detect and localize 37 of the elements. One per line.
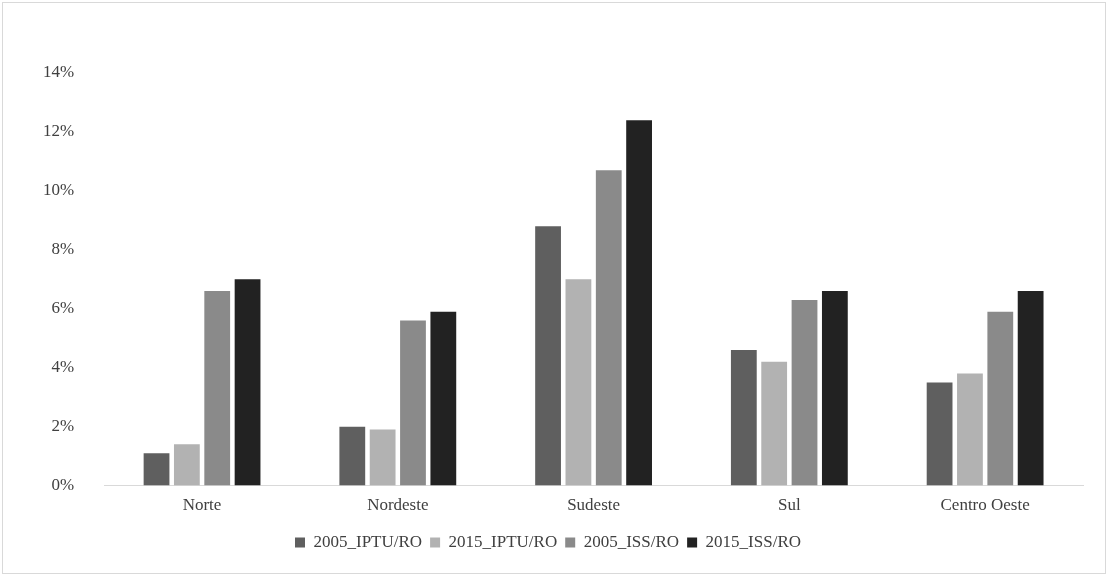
bar — [173, 444, 200, 486]
y-tick-label: 12% — [42, 121, 75, 141]
bar — [957, 373, 983, 486]
bar — [430, 311, 457, 486]
bar — [926, 382, 953, 486]
bar — [565, 279, 592, 486]
bar — [595, 170, 622, 486]
bar — [143, 453, 170, 486]
bar — [761, 361, 788, 486]
bar — [369, 429, 396, 486]
bar — [626, 120, 652, 486]
x-tick-label: Nordeste — [367, 495, 429, 515]
bar — [339, 426, 366, 486]
bar — [821, 291, 848, 486]
y-tick-label: 8% — [51, 239, 75, 259]
bar — [204, 291, 231, 486]
bar — [1017, 291, 1044, 486]
y-tick-label: 10% — [42, 180, 75, 200]
y-tick-label: 4% — [51, 357, 75, 377]
x-tick-label: Centro Oeste — [940, 495, 1030, 515]
y-tick-label: 2% — [51, 416, 75, 436]
bar — [791, 299, 818, 486]
x-tick-label: Sul — [778, 495, 801, 515]
legend-label: 2015_IPTU/RO — [448, 531, 558, 551]
y-tick-label: 6% — [51, 298, 75, 318]
y-tick-label: 0% — [51, 475, 75, 495]
legend-label: 2015_ISS/RO — [705, 531, 802, 551]
bar — [234, 279, 261, 486]
bar — [730, 350, 757, 486]
x-tick-label: Norte — [182, 495, 222, 515]
bar — [535, 226, 561, 486]
legend-label: 2005_IPTU/RO — [313, 531, 423, 551]
bar — [987, 311, 1014, 486]
legend-label: 2005_ISS/RO — [583, 531, 680, 551]
bar — [400, 320, 426, 486]
y-tick-label: 14% — [42, 62, 75, 82]
x-tick-label: Sudeste — [567, 495, 621, 515]
